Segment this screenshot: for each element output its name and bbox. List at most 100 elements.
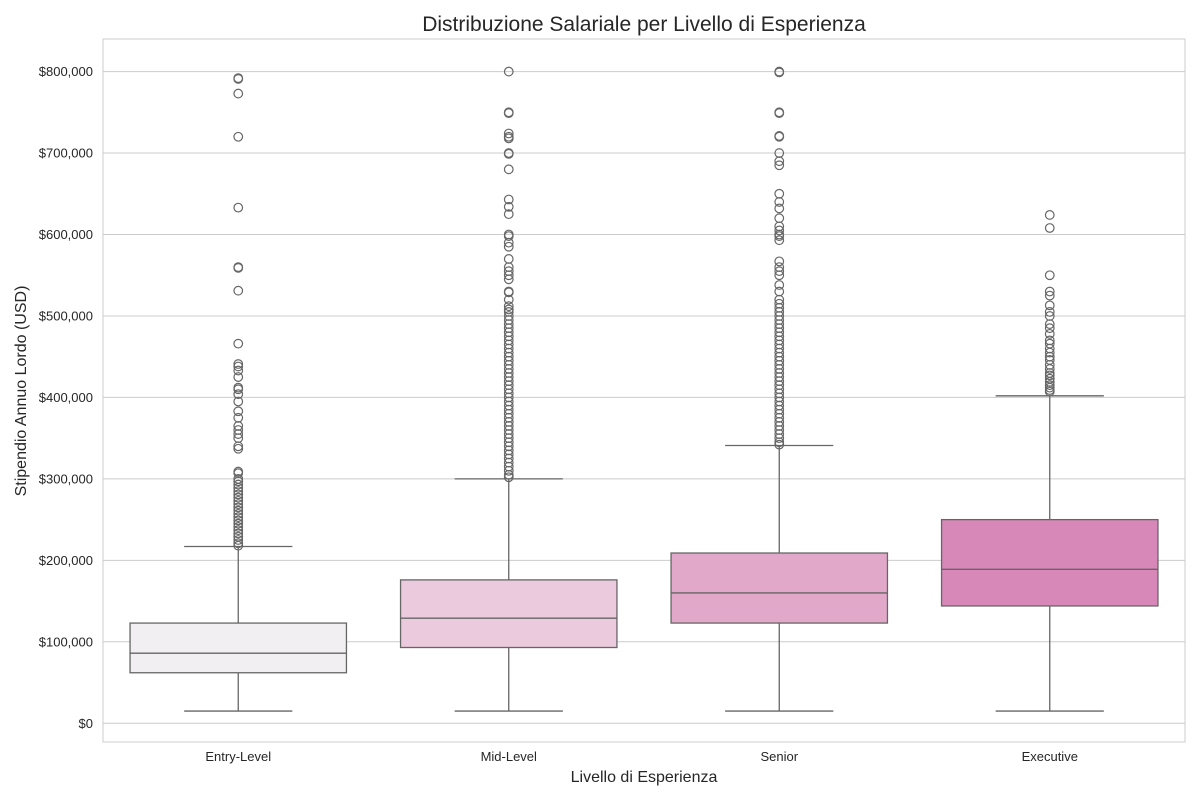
outlier-point — [233, 365, 244, 376]
outlier-point — [1044, 370, 1055, 381]
outlier-point — [774, 256, 785, 267]
outlier-point — [774, 270, 785, 281]
outlier-point — [774, 131, 785, 142]
outlier-point — [233, 525, 244, 536]
outlier-point — [503, 294, 514, 305]
x-axis-label: Livello di Esperienza — [571, 769, 718, 786]
outlier-point — [1044, 380, 1055, 391]
outlier-point — [503, 287, 514, 298]
outlier-point — [233, 361, 244, 372]
outlier-point — [774, 231, 785, 242]
outlier-point — [233, 535, 244, 545]
y-tick-label: $700,000 — [39, 146, 93, 161]
outlier-point — [233, 476, 244, 487]
outlier-point — [233, 131, 244, 142]
outlier-point — [233, 359, 244, 369]
outlier-point — [774, 108, 785, 119]
outlier-point — [1044, 328, 1055, 339]
outlier-point — [503, 465, 514, 476]
outlier-point — [1044, 382, 1055, 393]
outlier-point — [1044, 364, 1055, 374]
outlier-point — [1044, 300, 1055, 311]
outlier-point — [774, 437, 785, 448]
outlier-point — [233, 372, 244, 382]
outlier-point — [233, 522, 244, 532]
outlier-point — [233, 396, 244, 407]
y-tick-labels: $0 $100,000 $200,000 $300,000 $400,000 $500,0… — [39, 64, 93, 731]
outlier-point — [1044, 306, 1055, 317]
outlier-point — [503, 66, 514, 77]
outlier-point — [503, 301, 514, 312]
x-tick-label: Executive — [1022, 749, 1078, 764]
outlier-point — [774, 433, 785, 444]
outlier-point — [1044, 286, 1055, 297]
outlier-point — [233, 406, 244, 417]
outlier-point — [233, 389, 244, 400]
outlier-point — [233, 479, 244, 490]
outlier-point — [233, 540, 244, 551]
outlier-point — [233, 512, 244, 523]
outlier-point — [233, 441, 244, 452]
x-tick-labels: Entry-Level Mid-Level Senior Executive — [205, 749, 1078, 764]
y-tick-label: $400,000 — [39, 390, 93, 405]
outlier-point — [233, 429, 244, 439]
outlier-point — [233, 443, 244, 454]
y-tick-label: $600,000 — [39, 227, 93, 242]
outlier-point — [233, 482, 244, 493]
outlier-point — [233, 528, 244, 539]
outlier-point — [1044, 270, 1055, 281]
y-tick-label: $0 — [79, 716, 93, 731]
outlier-point — [503, 274, 514, 285]
outlier-point — [774, 197, 785, 207]
chart-title: Distribuzione Salariale per Livello di E… — [422, 13, 866, 36]
outlier-point — [503, 133, 514, 144]
outlier-point — [503, 472, 514, 483]
outlier-point — [233, 489, 244, 500]
outlier-point — [503, 209, 514, 220]
outlier-point — [233, 338, 244, 349]
outlier-point — [233, 495, 244, 506]
outlier-point — [774, 67, 785, 78]
box-iqr — [399, 579, 618, 649]
outlier-point — [233, 509, 244, 519]
box-iqr — [940, 518, 1159, 607]
box-group-mid-level — [399, 66, 618, 712]
box-group-entry-level — [129, 73, 348, 712]
outlier-point — [774, 266, 785, 277]
outlier-point — [503, 237, 514, 248]
outlier-point — [503, 128, 514, 139]
y-axis-label: Stipendio Annuo Lordo (USD) — [13, 286, 30, 497]
box-group-executive — [940, 210, 1159, 712]
outlier-point — [1044, 210, 1055, 220]
outlier-point — [774, 203, 785, 214]
outlier-point — [1044, 347, 1055, 358]
y-tick-label: $300,000 — [39, 471, 93, 486]
outlier-point — [233, 518, 244, 529]
outlier-point — [233, 505, 244, 516]
outlier-point — [233, 492, 244, 503]
y-tick-label: $800,000 — [39, 64, 93, 79]
y-tick-label: $500,000 — [39, 308, 93, 323]
outlier-point — [503, 108, 514, 119]
outlier-point — [503, 164, 514, 175]
outlier-point — [233, 263, 244, 273]
outlier-point — [233, 499, 244, 510]
outlier-point — [1044, 290, 1055, 301]
outlier-point — [233, 74, 244, 84]
outlier-point — [233, 285, 244, 296]
x-tick-label: Entry-Level — [205, 749, 271, 764]
outlier-point — [503, 148, 514, 159]
outlier-point — [1044, 223, 1055, 233]
x-tick-label: Senior — [760, 749, 798, 764]
outlier-point — [1044, 386, 1055, 397]
outlier-point — [774, 280, 785, 290]
outlier-point — [503, 304, 514, 315]
outlier-point — [233, 515, 244, 526]
outlier-point — [233, 502, 244, 513]
y-tick-label: $200,000 — [39, 553, 93, 568]
box-iqr — [670, 552, 889, 624]
outlier-point — [503, 201, 514, 212]
box-series — [129, 66, 1159, 712]
outlier-point — [1044, 323, 1055, 334]
